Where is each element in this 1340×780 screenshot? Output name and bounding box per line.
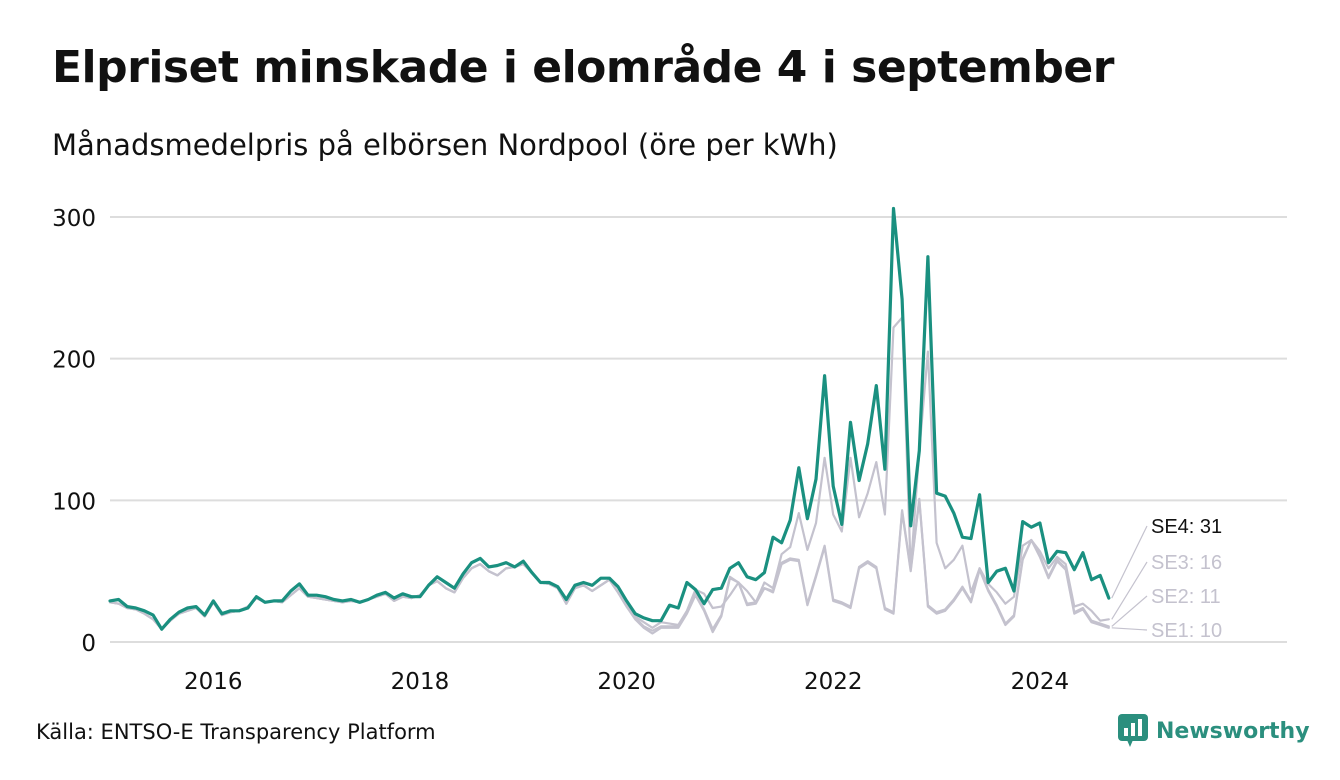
y-tick-label-200: 200 <box>52 348 96 374</box>
y-tick-label-100: 100 <box>52 489 96 515</box>
brand-name: Newsworthy <box>1156 718 1310 744</box>
end-label-se1: SE1: 10 <box>1151 620 1222 642</box>
x-tick-label-2018: 2018 <box>391 669 450 695</box>
series-line-se2 <box>108 497 1110 632</box>
leader-line-se3 <box>1111 561 1148 620</box>
x-tick-label-2016: 2016 <box>184 669 243 695</box>
source-note: Källa: ENTSO-E Transparency Platform <box>36 720 436 744</box>
x-tick-label-2022: 2022 <box>804 669 863 695</box>
series-line-se1 <box>108 499 1110 635</box>
series-line-se3 <box>108 316 1110 631</box>
leader-line-se4 <box>1111 525 1148 599</box>
end-label-se2: SE2: 11 <box>1151 586 1221 608</box>
chart-title: Elpriset minskade i elområde 4 i septemb… <box>52 42 1114 93</box>
newsworthy-logo-icon <box>1118 714 1148 747</box>
line-chart: 0 100 200 300 2016 2018 2020 2022 2024 SE4: 31 SE3… <box>52 206 1287 695</box>
leader-line-se1 <box>1111 627 1148 631</box>
chart-subtitle: Månadsmedelpris på elbörsen Nordpool (ör… <box>52 128 838 162</box>
end-label-se3: SE3: 16 <box>1151 552 1222 574</box>
y-tick-label-0: 0 <box>81 631 96 657</box>
series-line-se4 <box>108 206 1111 631</box>
x-tick-label-2024: 2024 <box>1011 669 1070 695</box>
y-tick-label-300: 300 <box>52 206 96 232</box>
leader-line-se2 <box>1111 595 1148 627</box>
end-label-se4: SE4: 31 <box>1151 516 1222 538</box>
brand: Newsworthy <box>1118 714 1310 748</box>
x-tick-label-2020: 2020 <box>597 669 656 695</box>
